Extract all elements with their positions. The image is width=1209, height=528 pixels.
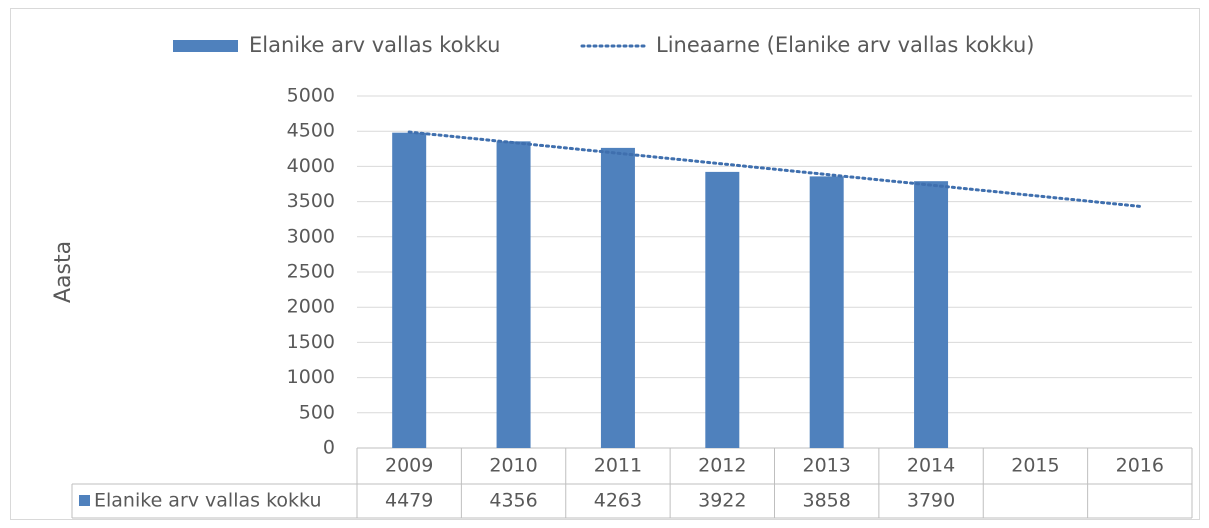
y-tick-label: 1500: [287, 331, 335, 353]
table-value: 4263: [594, 490, 642, 512]
y-tick-label: 0: [323, 437, 335, 459]
y-tick-label: 5000: [287, 85, 335, 107]
x-tick-label: 2016: [1116, 455, 1164, 477]
y-tick-label: 3000: [287, 225, 335, 247]
y-tick-label: 2500: [287, 261, 335, 283]
table-series-name: Elanike arv vallas kokku: [94, 490, 321, 512]
x-tick-label: 2009: [385, 455, 433, 477]
y-axis-label: Aasta: [51, 241, 76, 303]
y-tick-label: 1000: [287, 366, 335, 388]
x-tick-label: 2010: [489, 455, 537, 477]
bar: [809, 176, 844, 449]
legend-key: [173, 40, 238, 52]
x-tick-label: 2012: [698, 455, 746, 477]
table-legend-key: [79, 495, 90, 506]
bar: [496, 141, 531, 449]
table-value: 3790: [907, 490, 955, 512]
table-value: 3922: [698, 490, 746, 512]
table-value: 4356: [489, 490, 537, 512]
bar: [600, 147, 635, 448]
x-tick-label: 2011: [594, 455, 642, 477]
legend-label: Lineaarne (Elanike arv vallas kokku): [656, 33, 1034, 57]
y-tick-label: 500: [299, 401, 335, 423]
y-tick-label: 3500: [287, 190, 335, 212]
x-tick-label: 2015: [1011, 455, 1059, 477]
table-value: 3858: [803, 490, 851, 512]
y-tick-label: 4500: [287, 120, 335, 142]
table-value: 4479: [385, 490, 433, 512]
x-tick-label: 2013: [803, 455, 851, 477]
y-tick-label: 2000: [287, 296, 335, 318]
legend-label: Elanike arv vallas kokku: [249, 33, 500, 57]
x-tick-label: 2014: [907, 455, 955, 477]
bar: [914, 181, 949, 448]
bar: [705, 171, 740, 448]
trend-line: [407, 130, 1142, 208]
bar: [392, 132, 427, 448]
y-tick-label: 4000: [287, 155, 335, 177]
